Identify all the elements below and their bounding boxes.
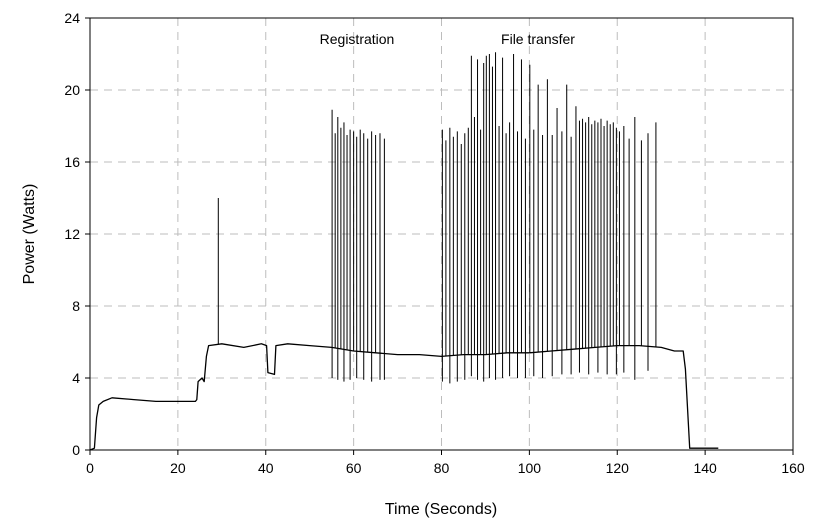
y-tick-label: 20 <box>64 82 80 98</box>
y-tick-label: 12 <box>64 226 80 242</box>
y-tick-label: 16 <box>64 154 80 170</box>
axes: 0 20 40 60 80 100 120 140 160 0 4 8 12 16 20 24 <box>64 10 804 476</box>
x-tick-label: 20 <box>170 460 186 476</box>
y-axis-title: Power (Watts) <box>21 184 38 285</box>
y-tick-label: 8 <box>72 298 80 314</box>
annotation-registration: Registration <box>320 31 395 47</box>
x-tick-label: 100 <box>518 460 542 476</box>
y-tick-label: 4 <box>72 370 80 386</box>
power-trace <box>89 52 719 451</box>
x-tick-label: 160 <box>781 460 805 476</box>
y-tick-label: 0 <box>72 442 80 458</box>
annotation-file-transfer: File transfer <box>501 31 575 47</box>
power-baseline-line <box>89 343 719 451</box>
x-tick-label: 120 <box>606 460 630 476</box>
x-tick-label: 80 <box>434 460 450 476</box>
x-tick-label: 140 <box>693 460 717 476</box>
x-tick-label: 40 <box>258 460 274 476</box>
x-tick-label: 0 <box>86 460 94 476</box>
x-tick-label: 60 <box>346 460 362 476</box>
y-tick-label: 24 <box>64 10 80 26</box>
x-axis-title: Time (Seconds) <box>385 501 497 518</box>
grid-lines <box>90 18 793 450</box>
